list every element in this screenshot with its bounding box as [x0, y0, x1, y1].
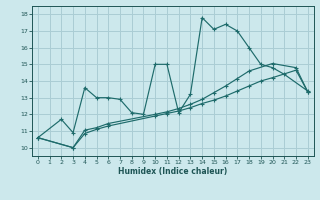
X-axis label: Humidex (Indice chaleur): Humidex (Indice chaleur)	[118, 167, 228, 176]
